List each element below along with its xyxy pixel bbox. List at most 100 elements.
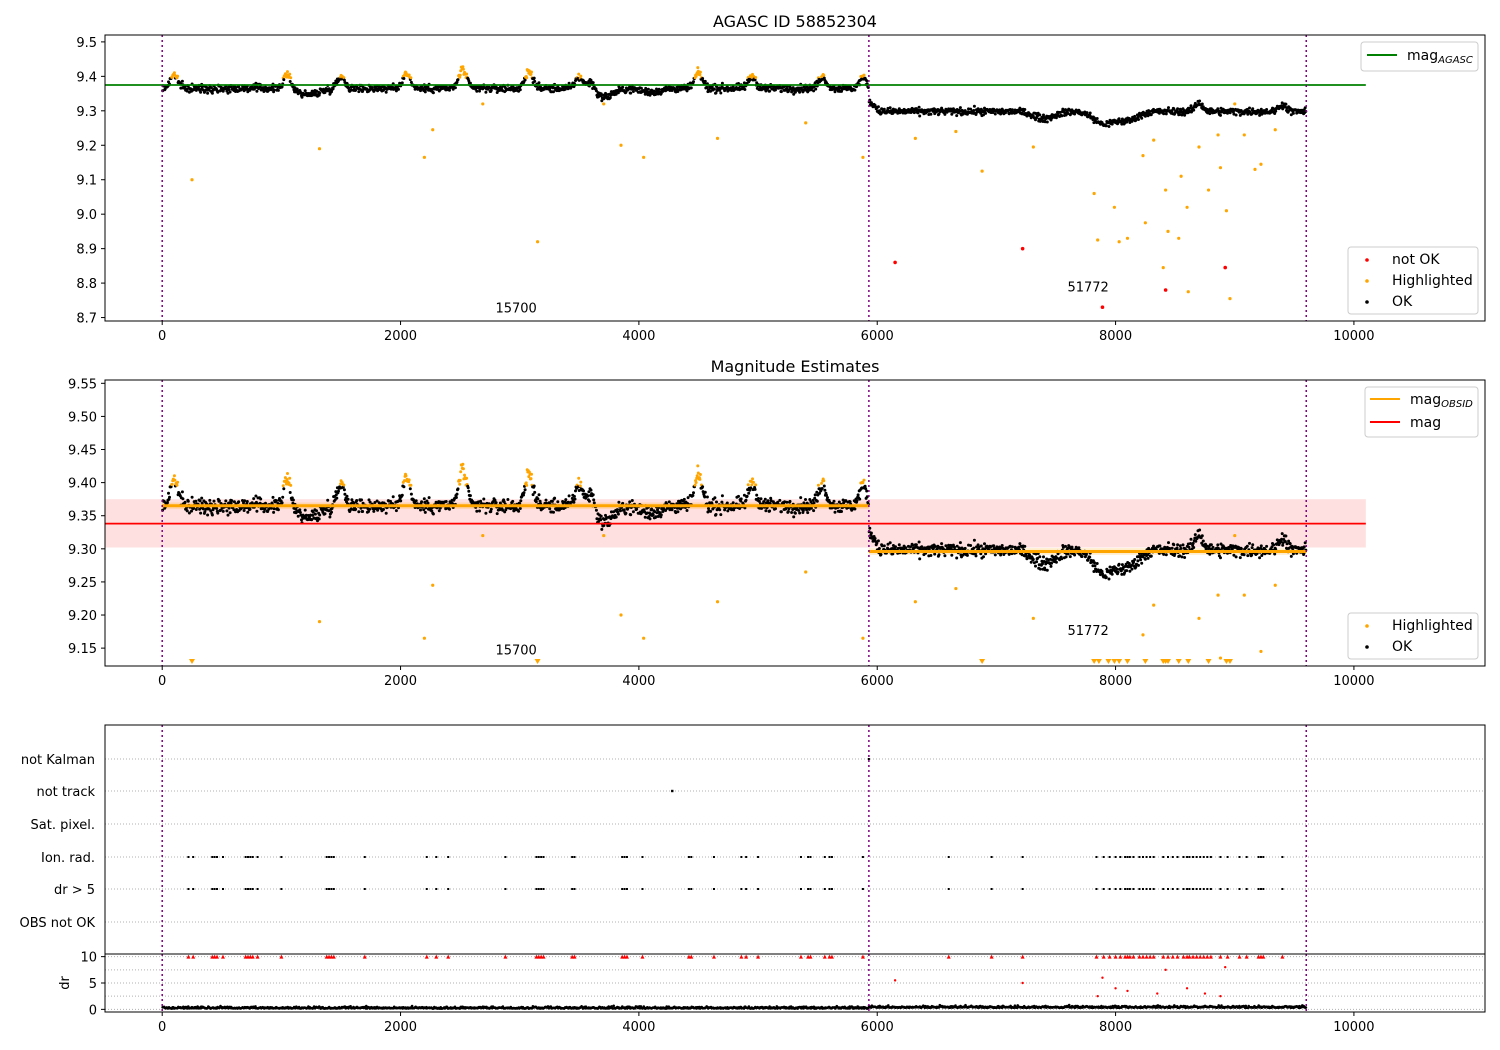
panel2-ok-point xyxy=(920,545,924,549)
panel2-ok-point xyxy=(904,546,908,550)
panel2-ok-point xyxy=(519,499,523,503)
panel3-not-track-event xyxy=(671,789,674,793)
panel3-flag-event xyxy=(1188,888,1191,890)
panel2-ok-point xyxy=(617,500,621,504)
panel3-flag-event xyxy=(1124,888,1127,890)
panel2-ok-point xyxy=(303,508,307,512)
panel2-ok-point xyxy=(185,509,189,513)
panel3-flag-event xyxy=(1167,856,1170,858)
panel2-ok-point xyxy=(1162,552,1166,556)
panel1-ok-point xyxy=(779,90,783,94)
panel2-ok-point xyxy=(368,507,372,511)
panel3-flag-event xyxy=(1219,856,1222,858)
panel1-highlighted-point xyxy=(1186,290,1190,294)
panel3-flag-event xyxy=(828,856,831,858)
panel2-ok-point xyxy=(1080,555,1084,558)
panel2-ok-point xyxy=(670,508,674,512)
panel2-ok-point xyxy=(744,498,748,502)
panel2-ok-point xyxy=(414,499,418,503)
panel1-ok-point xyxy=(720,81,724,85)
panel2-title: Magnitude Estimates xyxy=(711,357,880,376)
panel2-ok-point xyxy=(1175,546,1179,550)
panel2-ok-point xyxy=(181,497,185,501)
panel3-flag-event xyxy=(540,856,543,858)
panel3-flag-event xyxy=(1114,856,1117,858)
panel2-highlighted-point xyxy=(913,600,917,604)
panel2-ok-point xyxy=(217,499,221,503)
panel1-ok-point xyxy=(631,90,635,93)
panel2-ok-point xyxy=(753,487,757,491)
panel2-ok-point xyxy=(1035,560,1039,564)
panel3-flag-event xyxy=(1206,856,1209,858)
panel2-ytick-label: 9.35 xyxy=(68,510,97,525)
panel2-ok-point xyxy=(448,507,451,511)
flag-label-not-track: not track xyxy=(36,785,95,800)
panel1-ok-point xyxy=(993,112,997,116)
panel1-ok-point xyxy=(518,88,522,92)
panel3-flag-event xyxy=(1245,888,1248,890)
panel2-ytick-label: 9.50 xyxy=(68,410,97,425)
panel3-flag-event xyxy=(1171,888,1174,890)
panel2-ok-point xyxy=(272,510,276,514)
panel3-flag-event xyxy=(251,856,254,858)
panel1-highlighted-point xyxy=(1112,205,1116,209)
panel1-ok-point xyxy=(963,109,967,113)
panel1-ytick-label: 8.7 xyxy=(76,312,97,327)
panel1-ok-point xyxy=(958,106,962,110)
panel2-ok-point xyxy=(1000,544,1004,547)
panel1-ok-point xyxy=(423,90,427,94)
panel2-ok-point xyxy=(1281,543,1285,547)
panel2-highlighted-point xyxy=(1197,616,1201,620)
panel2-highlighted-point xyxy=(176,480,180,484)
panel2-highlighted-point xyxy=(431,583,435,587)
panel2-ok-point xyxy=(731,501,735,505)
panel1-ok-point xyxy=(1219,113,1222,117)
panel2-ok-point xyxy=(420,500,424,504)
panel1-ok-point xyxy=(1042,113,1045,117)
panel2-ok-point xyxy=(246,510,250,514)
panel1-highlighted-point xyxy=(1233,102,1237,106)
panel2-ok-point xyxy=(311,513,315,517)
panel3-flag-event xyxy=(1176,888,1179,890)
panel2-ok-point xyxy=(484,511,488,515)
panel2-ok-point xyxy=(210,513,214,517)
panel1-ok-point xyxy=(929,112,933,116)
panel3-flag-event xyxy=(1162,888,1165,890)
panel2-xtick-label: 6000 xyxy=(861,674,894,689)
panel2-highlighted-point xyxy=(286,472,289,475)
panel1-ok-point xyxy=(719,91,723,95)
panel2-xtick-label: 8000 xyxy=(1099,674,1132,689)
panel2-ok-point xyxy=(354,507,358,511)
panel2-ok-point xyxy=(865,489,869,493)
panel2-ok-point xyxy=(426,501,430,505)
panel3-flag-event xyxy=(745,856,748,858)
panel1-ok-point xyxy=(1055,114,1059,118)
panel2-ok-point xyxy=(955,556,959,560)
panel2-ok-point xyxy=(983,542,986,546)
panel2-highlighted-point xyxy=(1242,593,1246,597)
panel1-ok-point xyxy=(812,85,816,89)
panel3-flag-event xyxy=(1219,888,1222,890)
panel2-ok-point xyxy=(1038,567,1042,571)
panel2-highlighted-point xyxy=(696,464,700,468)
panel2-ok-point xyxy=(199,511,203,515)
panel1-ok-point xyxy=(774,88,777,92)
panel1-highlighted-point xyxy=(862,73,866,77)
panel1-highlighted-point xyxy=(1143,221,1147,225)
panel2-ok-point xyxy=(237,500,241,504)
panel2-ok-point xyxy=(799,496,803,500)
panel2-highlighted-point xyxy=(458,478,462,482)
panel2-highlighted-point xyxy=(862,478,866,482)
panel3-flag-event xyxy=(1126,856,1129,858)
panel3-flag-event xyxy=(1192,888,1195,890)
panel2-ok-point xyxy=(833,510,837,514)
panel2-ok-point xyxy=(853,507,857,511)
panel2-ok-point xyxy=(582,489,585,493)
panel1-plot-area xyxy=(105,35,1366,321)
panel2-ok-point xyxy=(335,496,339,500)
flag-label-ion-rad: Ion. rad. xyxy=(41,851,95,866)
panel3-flag-event xyxy=(213,888,216,890)
panel1-ok-point xyxy=(228,90,232,94)
panel1-highlighted-point xyxy=(822,73,826,77)
panel1-ok-point xyxy=(288,80,292,83)
